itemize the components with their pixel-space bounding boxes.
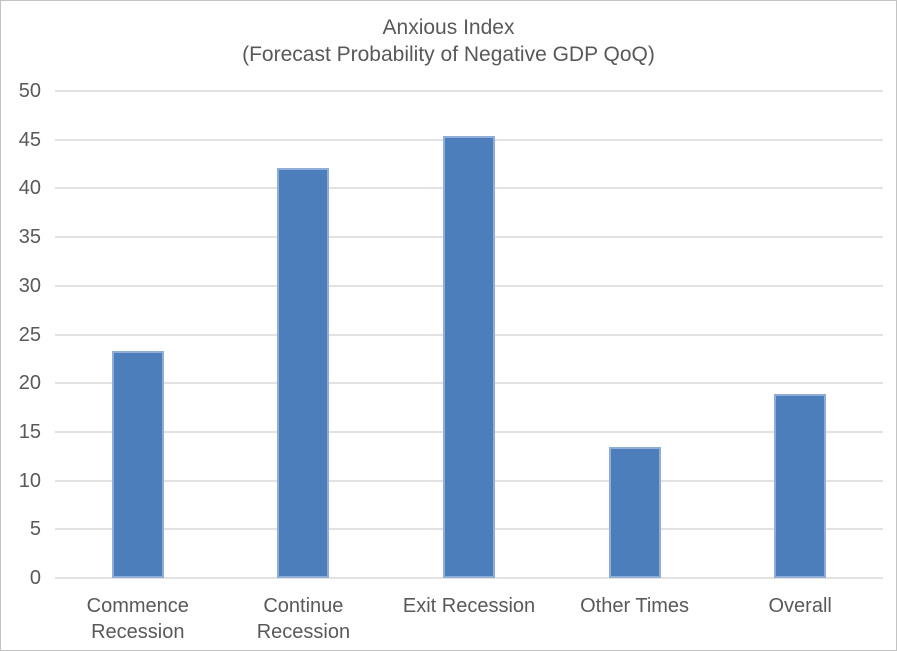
y-axis-tick-label: 30 xyxy=(18,274,41,297)
y-axis-tick-label: 15 xyxy=(18,420,41,443)
bar-continue-recession xyxy=(277,167,330,578)
chart-title: Anxious Index (Forecast Probability of N… xyxy=(1,14,896,68)
x-axis-category-label: Exit Recession xyxy=(402,595,536,617)
plot-area xyxy=(55,90,883,579)
chart-title-line1: Anxious Index xyxy=(382,16,515,39)
y-axis-tick-label: 25 xyxy=(18,323,41,346)
x-axis-category-label: Overall xyxy=(768,595,832,617)
x-axis-category-label: Commence Recession xyxy=(86,595,189,643)
y-axis-tick-label: 5 xyxy=(29,518,41,541)
x-axis-baseline xyxy=(55,577,883,579)
y-axis-tick-label: 20 xyxy=(18,372,41,395)
x-axis-category-label: Other Times xyxy=(580,595,690,617)
y-axis-tick-label: 35 xyxy=(18,226,41,249)
x-axis-category-label: Continue Recession xyxy=(256,595,351,643)
bar-other-times xyxy=(608,446,661,578)
y-axis-tick-label: 0 xyxy=(29,567,41,589)
y-axis-tick-label: 40 xyxy=(18,177,41,200)
y-axis-tick-label: 50 xyxy=(18,80,41,102)
y-axis-tick-label: 45 xyxy=(18,128,41,151)
bar-overall xyxy=(774,393,827,578)
y-axis-tick-label: 10 xyxy=(18,469,41,492)
bar-exit-recession xyxy=(443,135,495,578)
bar-commence-recession xyxy=(111,351,164,578)
gridline xyxy=(55,90,883,92)
chart-title-line2: (Forecast Probability of Negative GDP Qo… xyxy=(242,43,655,66)
